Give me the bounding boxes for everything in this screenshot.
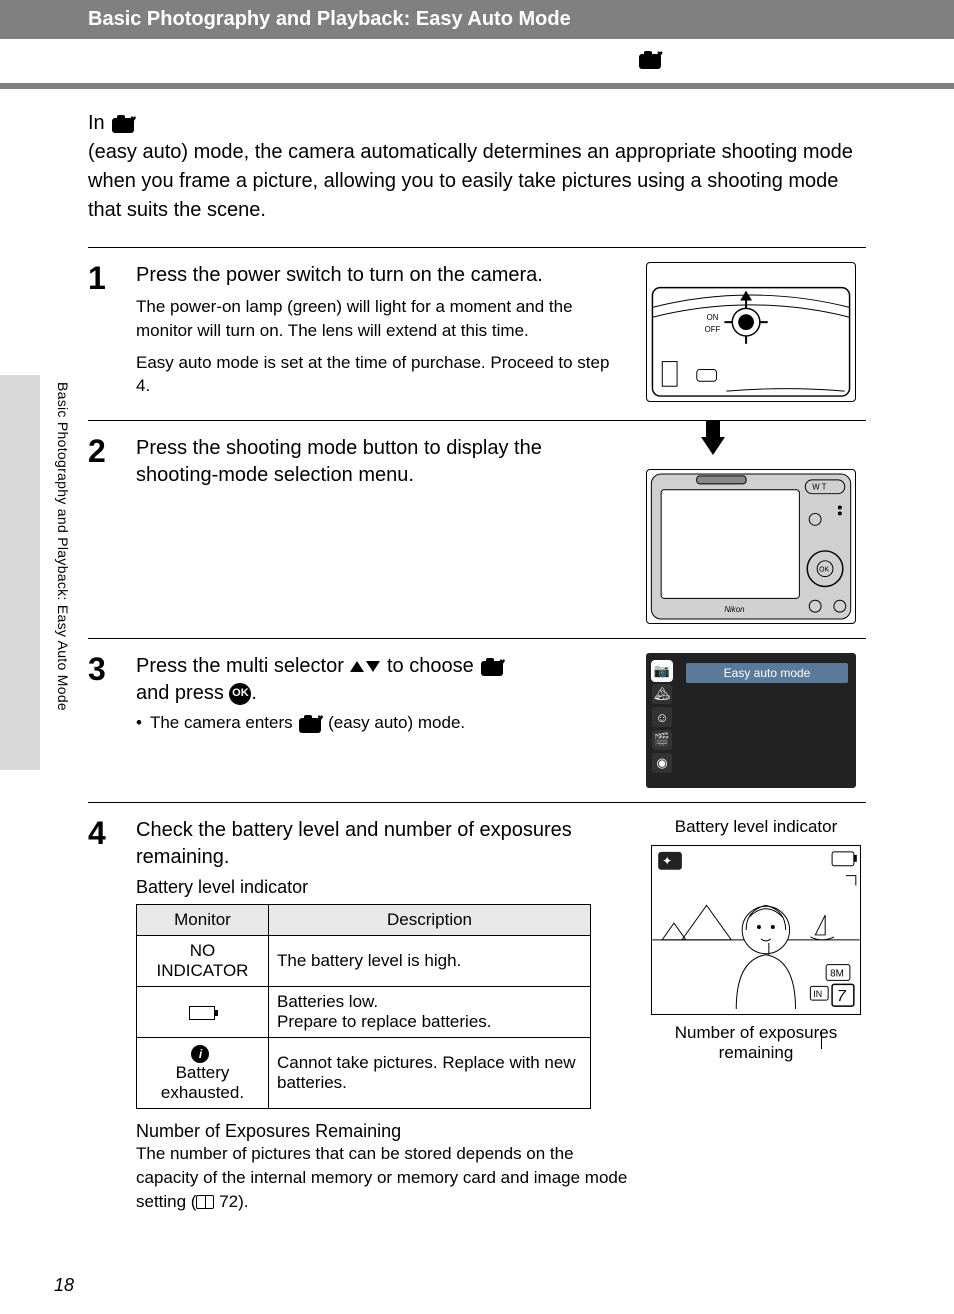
svg-text:8M: 8M xyxy=(830,969,844,980)
ok-button-icon: OK xyxy=(229,683,251,705)
table-cell: NO INDICATOR xyxy=(137,936,269,987)
cell-line1: Battery xyxy=(176,1063,230,1082)
head-mid: to choose xyxy=(387,655,474,677)
table-row: NO INDICATOR The battery level is high. xyxy=(137,936,591,987)
monitor-screen-illustration: ✦ xyxy=(651,845,861,1015)
table-cell: Cannot take pictures. Replace with new b… xyxy=(268,1038,590,1109)
step-2: 2 Press the shooting mode button to disp… xyxy=(88,421,866,638)
book-icon xyxy=(196,1195,214,1209)
step-1: 1 Press the power switch to turn on the … xyxy=(88,248,866,420)
step-bullet: The camera enters ♥ (easy auto) mode. xyxy=(136,713,628,733)
step-number: 3 xyxy=(88,653,118,788)
step-4: 4 Check the battery level and number of … xyxy=(88,803,866,1227)
step4-right: Battery level indicator ✦ xyxy=(646,817,866,1213)
table-cell: i Battery exhausted. xyxy=(137,1038,269,1109)
battery-subheading: Battery level indicator xyxy=(136,877,628,898)
camera-heart-icon: ♥ xyxy=(639,51,661,69)
battery-indicator-label: Battery level indicator xyxy=(646,817,866,837)
breadcrumb: Basic Photography and Playback: Easy Aut… xyxy=(0,8,954,39)
step-body: Press the shooting mode button to displa… xyxy=(136,435,628,624)
svg-text:Nikon: Nikon xyxy=(724,605,745,614)
exposures-remaining-label: Number of exposures remaining xyxy=(646,1023,866,1063)
lcd-movie-icon: 🎬 xyxy=(652,730,672,750)
cell-line2: exhausted. xyxy=(161,1083,244,1102)
svg-text:IN: IN xyxy=(813,989,822,999)
step-heading: Press the power switch to turn on the ca… xyxy=(136,262,628,289)
table-header: Description xyxy=(268,905,590,936)
bullet-pre: The camera enters xyxy=(150,713,293,732)
lcd-mode-label: Easy auto mode xyxy=(686,663,848,683)
svg-text:✦: ✦ xyxy=(662,854,672,868)
step-heading: Check the battery level and number of ex… xyxy=(136,817,628,871)
step-number: 4 xyxy=(88,817,118,1213)
table-cell: Batteries low. Prepare to replace batter… xyxy=(268,987,590,1038)
table-cell xyxy=(137,987,269,1038)
content-area: In ♥ (easy auto) mode, the camera automa… xyxy=(0,89,954,1228)
head-pre: Press the multi selector xyxy=(136,655,344,677)
head-post: and press xyxy=(136,682,224,704)
intro-pre: In xyxy=(88,109,105,138)
cell-line2: Prepare to replace batteries. xyxy=(277,1012,492,1031)
step-number: 1 xyxy=(88,262,118,406)
step-illustration: W T OK Nikon xyxy=(646,435,866,624)
step-illustration: ON OFF xyxy=(646,262,866,406)
camera-heart-icon: ♥ xyxy=(481,658,503,676)
page-title: Step 1 Turn the Camera On and Select ♥ (… xyxy=(88,43,954,77)
lcd-menu-illustration: 📷 🏔 ☺ 🎬 ◉ Easy auto mode xyxy=(646,653,856,788)
step-body: Press the multi selector to choose ♥ and… xyxy=(136,653,628,788)
step-body: Check the battery level and number of ex… xyxy=(136,817,628,1213)
side-label: Basic Photography and Playback: Easy Aut… xyxy=(55,382,71,711)
page-number: 18 xyxy=(54,1275,74,1296)
svg-text:OK: OK xyxy=(819,567,829,574)
step-number: 2 xyxy=(88,435,118,624)
lcd-scene-icon: 🏔 xyxy=(652,684,672,704)
lcd-camera-icon: 📷 xyxy=(652,661,672,681)
exp-post: 72). xyxy=(214,1192,248,1211)
step-heading: Press the shooting mode button to displa… xyxy=(136,435,628,489)
pointer-line xyxy=(821,1031,822,1049)
svg-text:OFF: OFF xyxy=(705,325,721,334)
lcd-sidebar: 📷 🏔 ☺ 🎬 ◉ xyxy=(652,661,672,773)
table-row: i Battery exhausted. Cannot take picture… xyxy=(137,1038,591,1109)
intro-paragraph: In ♥ (easy auto) mode, the camera automa… xyxy=(88,109,866,225)
triangle-down-icon xyxy=(366,661,380,672)
bullet-post: (easy auto) mode. xyxy=(328,713,465,732)
exposures-text: The number of pictures that can be store… xyxy=(136,1142,628,1213)
title-post: (Easy Auto) Mode xyxy=(669,43,921,77)
table-row: Batteries low. Prepare to replace batter… xyxy=(137,987,591,1038)
step-body: Press the power switch to turn on the ca… xyxy=(136,262,628,406)
table-header: Monitor xyxy=(137,905,269,936)
triangle-up-icon xyxy=(350,661,364,672)
step-text: Easy auto mode is set at the time of pur… xyxy=(136,351,628,399)
title-pre: Step 1 Turn the Camera On and Select xyxy=(88,43,631,77)
camera-heart-icon: ♥ xyxy=(112,115,134,133)
exposures-subheading: Number of Exposures Remaining xyxy=(136,1121,628,1142)
camera-back-illustration: W T OK Nikon xyxy=(646,469,856,624)
exposures-number: 7 xyxy=(837,988,847,1005)
table-cell: The battery level is high. xyxy=(268,936,590,987)
lcd-smile-icon: ☺ xyxy=(652,707,672,727)
arrow-down-icon xyxy=(701,437,725,455)
info-icon: i xyxy=(191,1045,209,1063)
camera-top-illustration: ON OFF xyxy=(646,262,856,402)
battery-icon xyxy=(189,1006,215,1020)
svg-text:W T: W T xyxy=(812,483,826,492)
intro-post: (easy auto) mode, the camera automatical… xyxy=(88,138,866,225)
step-illustration: 📷 🏔 ☺ 🎬 ◉ Easy auto mode xyxy=(646,653,866,788)
svg-text:ON: ON xyxy=(707,313,719,322)
step-heading: Press the multi selector to choose ♥ and… xyxy=(136,653,628,707)
camera-heart-icon: ♥ xyxy=(299,715,321,733)
step-text: The power-on lamp (green) will light for… xyxy=(136,295,628,343)
side-tab xyxy=(0,375,40,770)
title-strip: Step 1 Turn the Camera On and Select ♥ (… xyxy=(0,39,954,83)
header-band: Basic Photography and Playback: Easy Aut… xyxy=(0,0,954,89)
battery-level-table: Monitor Description NO INDICATOR The bat… xyxy=(136,904,591,1109)
cell-line1: Batteries low. xyxy=(277,992,378,1011)
step-3: 3 Press the multi selector to choose ♥ a… xyxy=(88,639,866,802)
lcd-auto-icon: ◉ xyxy=(652,753,672,773)
